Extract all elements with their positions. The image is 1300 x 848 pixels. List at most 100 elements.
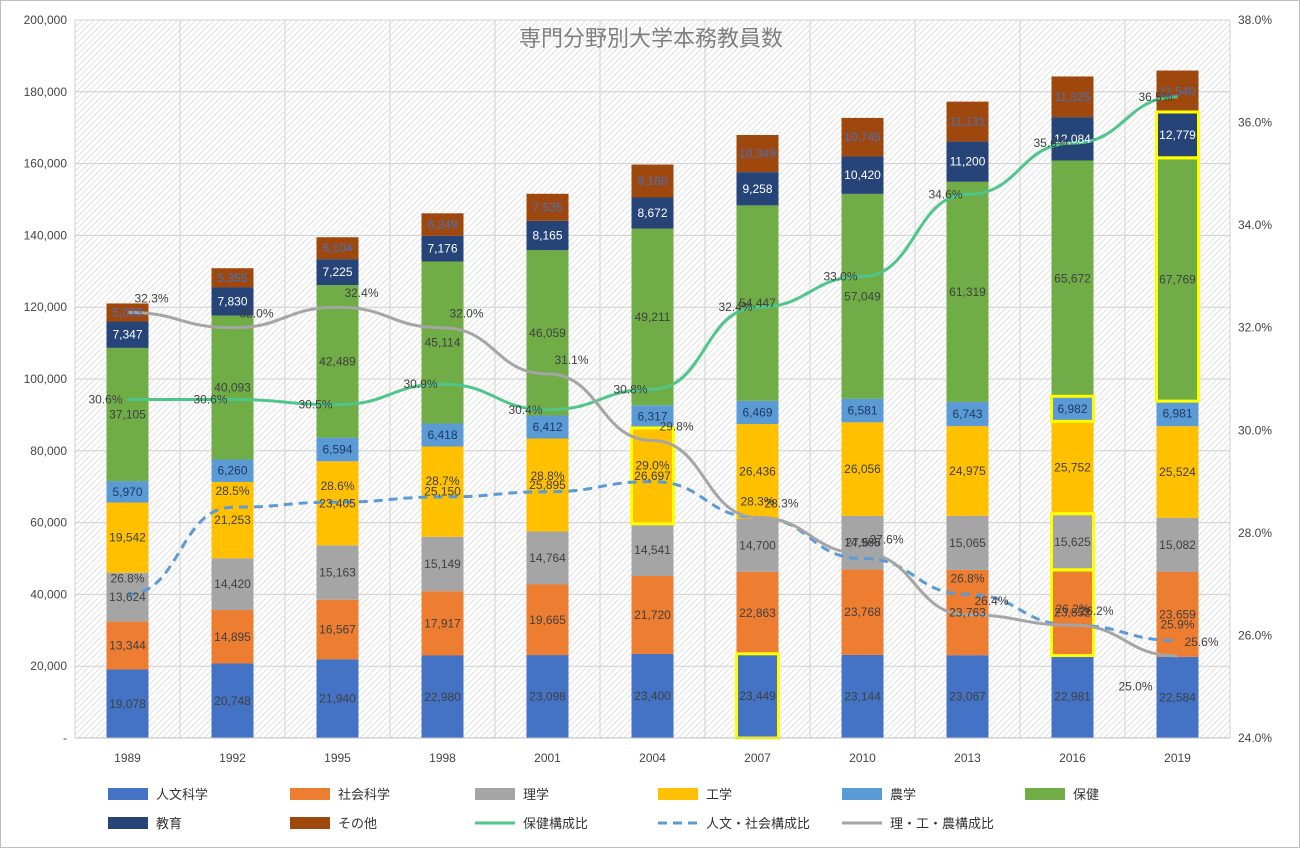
bar-value-label: 6,260	[217, 464, 247, 478]
chart-title: 専門分野別大学本務教員数	[519, 27, 783, 52]
line-value-label: 27.6%	[869, 532, 903, 546]
x-tick: 2004	[639, 751, 666, 765]
bar-segment	[631, 405, 674, 428]
bar-segment	[211, 663, 254, 738]
bar-value-label: 17,917	[424, 616, 461, 630]
y-left-tick: 140,000	[24, 228, 68, 242]
bar-value-label: 23,400	[634, 689, 671, 703]
legend-label: 人文・社会構成比	[706, 816, 810, 832]
bar-value-label: 6,317	[637, 410, 667, 424]
x-tick: 2007	[744, 751, 771, 765]
bar-value-label: 23,449	[739, 689, 776, 703]
bar-value-label: 7,225	[322, 265, 352, 279]
bar-value-label: 42,489	[319, 354, 356, 368]
bar-value-label: 23,659	[1159, 607, 1196, 621]
bar-segment	[841, 422, 884, 516]
bar-value-label: 15,082	[1159, 538, 1196, 552]
line-value-label: 30.6%	[193, 393, 227, 407]
bar-segment	[736, 571, 779, 654]
legend-swatch	[842, 788, 882, 800]
y-left-tick: 120,000	[24, 300, 68, 314]
line-value-label: 30.6%	[88, 393, 122, 407]
bar-segment	[106, 572, 149, 622]
legend-label: 農学	[890, 787, 916, 803]
bar-value-label: 7,347	[112, 328, 142, 342]
highlight-box	[1050, 512, 1095, 572]
bar-segment	[1051, 569, 1094, 656]
bar-segment	[421, 446, 464, 537]
line-value-label: 30.9%	[403, 377, 437, 391]
bar-segment	[841, 156, 884, 194]
bar-value-label: 25,895	[529, 478, 566, 492]
bar-value-label: 8,165	[532, 228, 562, 242]
bar-value-label: 11,200	[950, 155, 986, 169]
line-value-label: 34.6%	[928, 187, 962, 201]
y-right-tick: 30.0%	[1238, 423, 1272, 437]
bar-segment	[946, 401, 989, 427]
line-value-label: 28.3%	[764, 496, 798, 510]
line-value-label: 25.6%	[1184, 635, 1218, 649]
y-left-tick: 160,000	[24, 157, 68, 171]
bar-segment	[526, 193, 569, 221]
bar-segment	[106, 502, 149, 573]
bar-segment	[946, 141, 989, 182]
bar-segment	[316, 237, 359, 260]
line-value-label-extra: 25.0%	[1118, 680, 1152, 694]
x-tick: 1989	[114, 751, 141, 765]
bar-segment	[946, 101, 989, 142]
line-value-label: 29.0%	[635, 459, 669, 473]
bar-value-label: 6,581	[847, 404, 877, 418]
bar-segment	[1156, 517, 1199, 572]
bar-segment	[1156, 656, 1199, 738]
bar-segment	[211, 610, 254, 664]
bar-value-label: 6,982	[1057, 402, 1087, 416]
bar-value-label: 6,249	[427, 218, 457, 232]
line-series	[127, 480, 1178, 643]
bar-segment	[736, 518, 779, 572]
bar-value-label: 23,768	[844, 605, 881, 619]
bar-value-label: 23,067	[949, 690, 986, 704]
bar-segment	[421, 213, 464, 236]
bar-value-label: 6,469	[742, 405, 772, 419]
bar-segment	[106, 481, 149, 503]
bar-segment	[316, 545, 359, 600]
bar-value-label: 6,743	[952, 407, 982, 421]
y-right-tick: 38.0%	[1238, 13, 1272, 27]
bar-value-label: 6,412	[532, 420, 562, 434]
bar-segment	[841, 569, 884, 655]
legend-label: 保健構成比	[523, 817, 588, 832]
line-value-label: 28.7%	[425, 474, 459, 488]
bar-segment	[631, 576, 674, 654]
bar-value-label: 67,769	[1159, 273, 1196, 287]
bar-segment	[946, 181, 989, 402]
line-value-label: 26.8%	[950, 571, 984, 585]
bar-value-label: 24,975	[949, 464, 986, 478]
bar-segment	[526, 655, 569, 738]
bar-value-label: 19,542	[109, 531, 146, 545]
bar-segment	[1051, 117, 1094, 161]
legend-label: 社会科学	[338, 787, 390, 803]
bar-value-label: 14,700	[739, 538, 776, 552]
bar-value-label: 21,253	[214, 513, 251, 527]
bar-segment	[1051, 160, 1094, 397]
y-right-tick: 28.0%	[1238, 526, 1272, 540]
bar-value-label: 5,970	[112, 485, 142, 499]
bar-segment	[736, 653, 779, 738]
bar-segment	[841, 654, 884, 738]
bar-value-label: 15,149	[424, 557, 461, 571]
bar-value-label: 37,105	[109, 408, 146, 422]
bar-value-label: 45,114	[425, 335, 461, 349]
bar-segment	[841, 398, 884, 423]
bar-segment	[106, 321, 149, 348]
bar-segment	[1156, 111, 1199, 158]
lines-layer	[127, 95, 1178, 658]
bar-segment	[211, 459, 254, 482]
bar-segment	[421, 591, 464, 656]
bar-segment	[421, 536, 464, 592]
x-tick: 1995	[324, 751, 351, 765]
legend-label: 理学	[523, 787, 549, 803]
bar-segment	[211, 287, 254, 316]
bar-segment	[631, 523, 674, 577]
